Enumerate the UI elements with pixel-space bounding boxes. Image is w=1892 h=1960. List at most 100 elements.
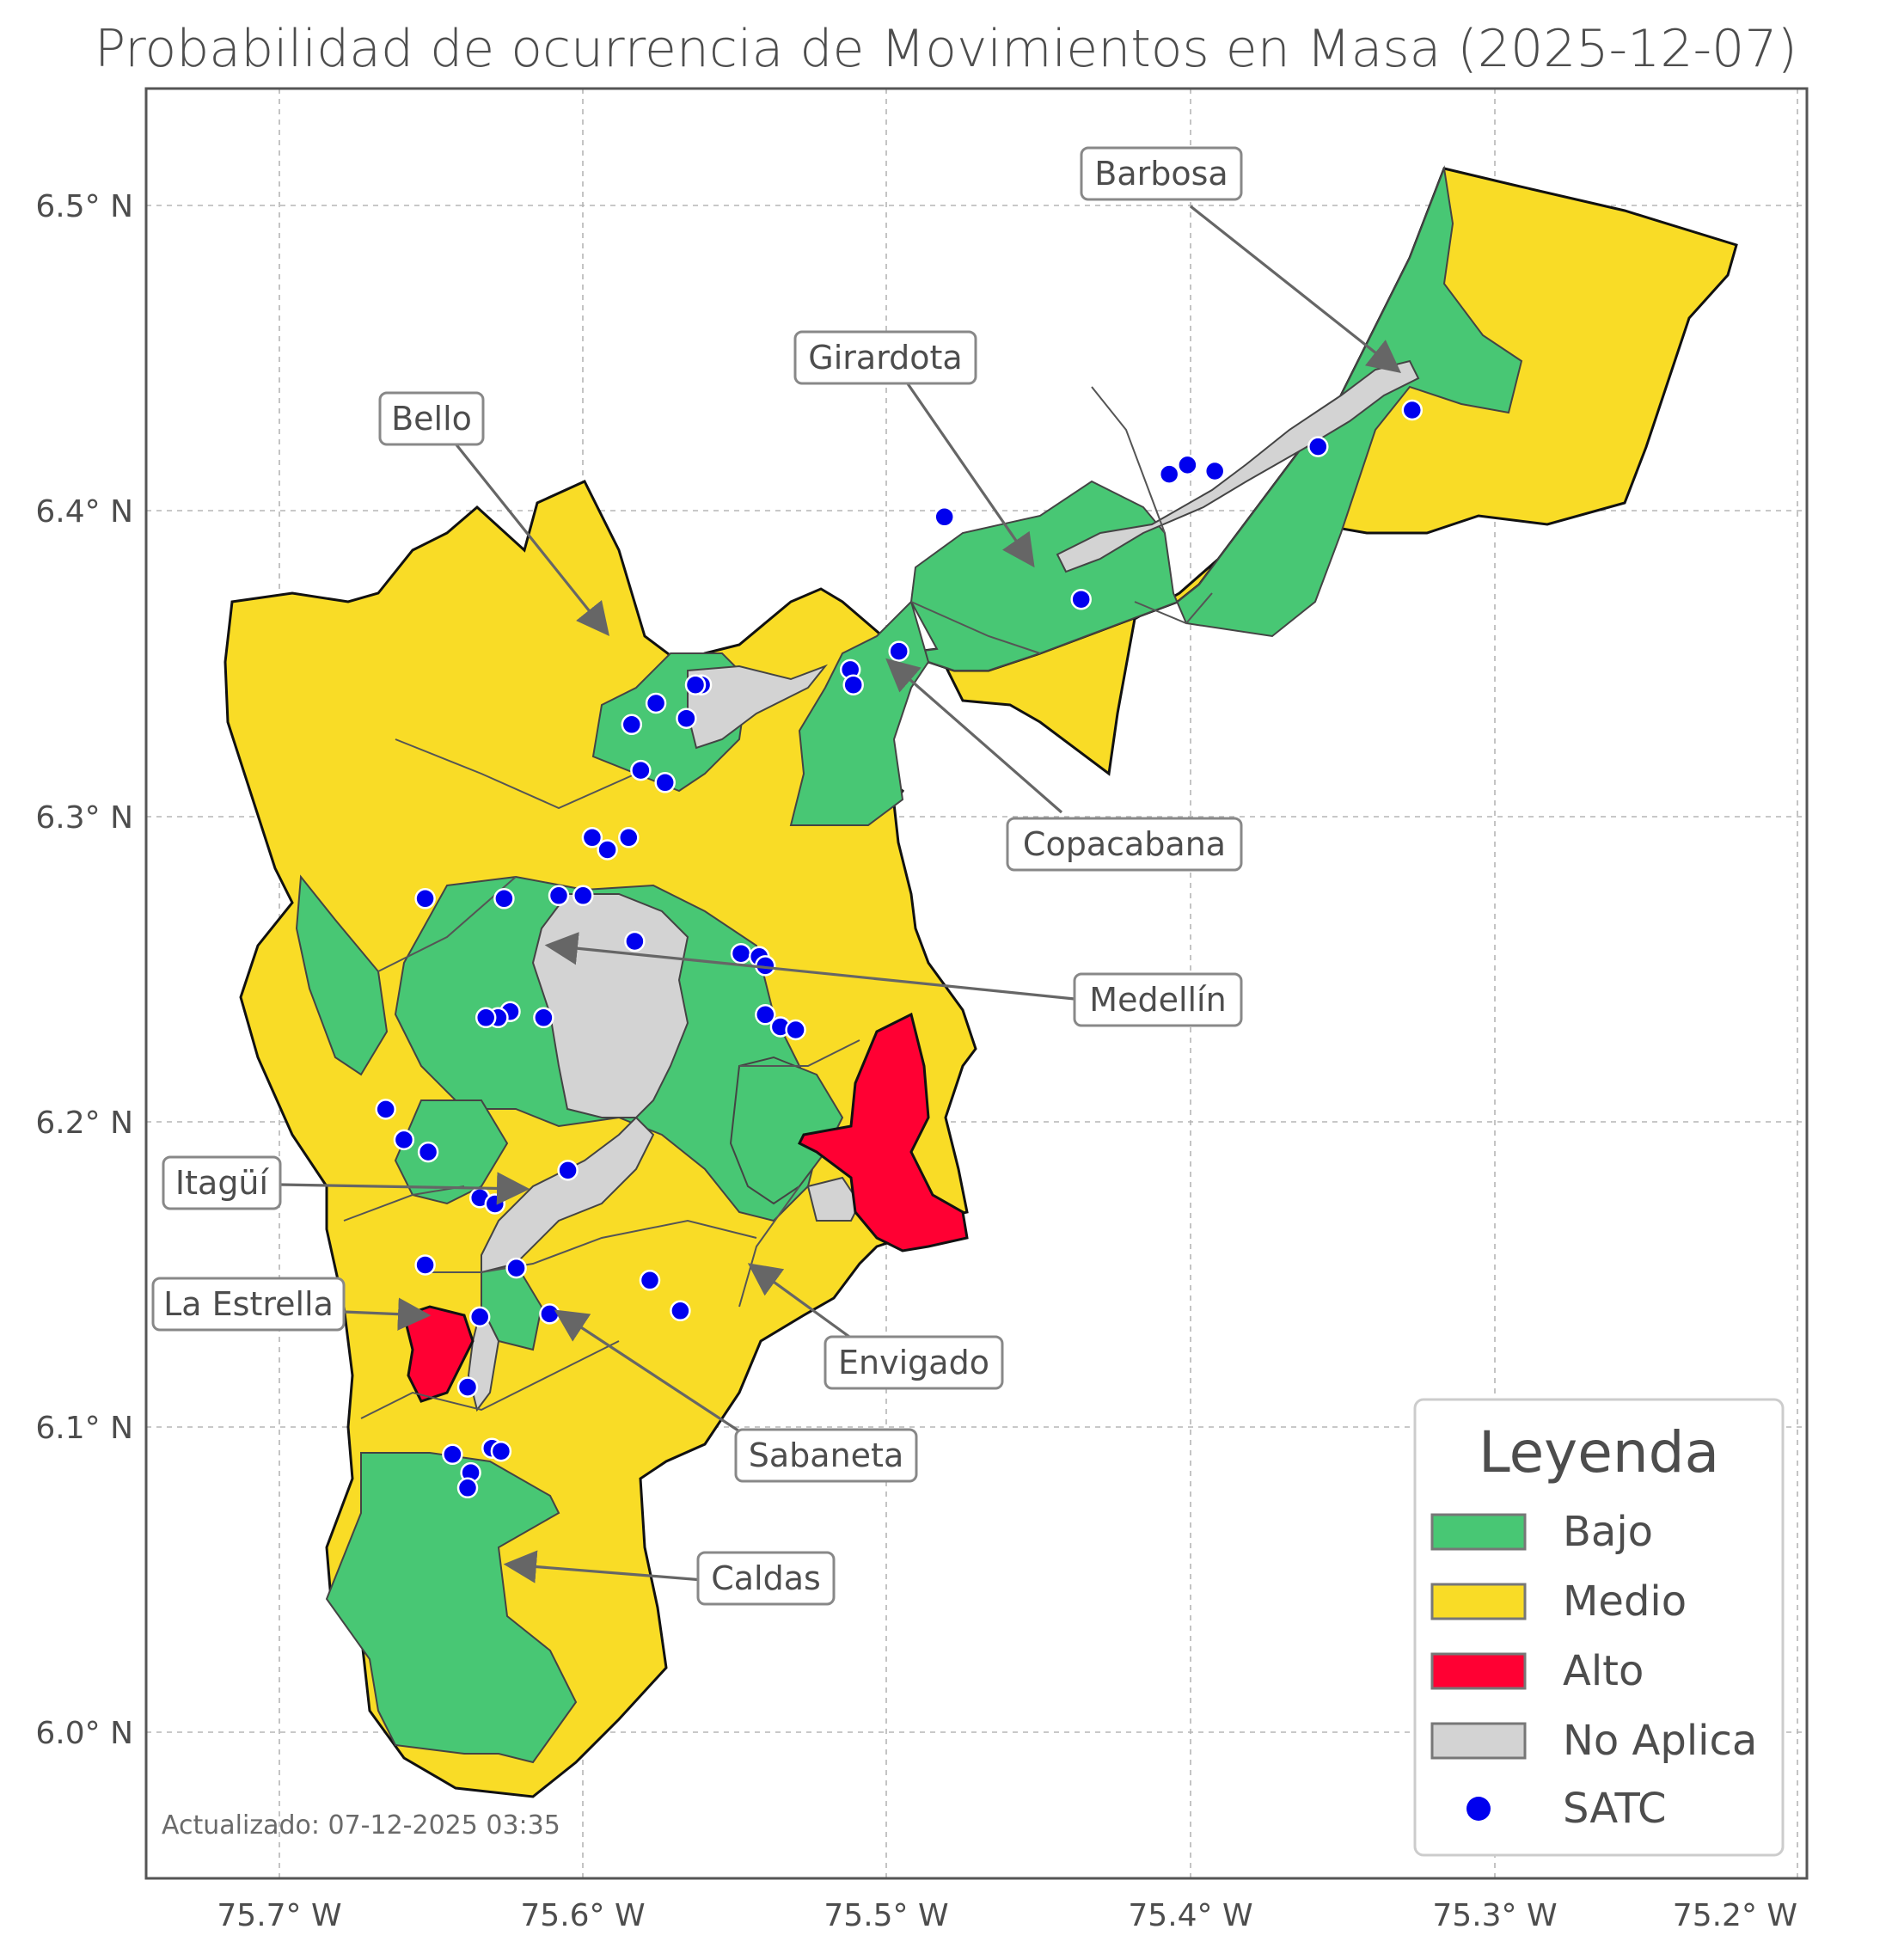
axes-frame [144,87,1809,1880]
label-copacabana[interactable]: Copacabana [1006,817,1243,872]
region-no-aplica-bello[interactable] [687,664,829,750]
y-axis-ticks: 6.5° N 6.4° N 6.3° N 6.2° N 6.1° N 6.0° … [35,189,133,1751]
label-barbosa-text: Barbosa [1094,155,1228,193]
satc-station-marker[interactable] [630,759,652,781]
label-girardota[interactable]: Girardota [793,330,977,385]
satc-station-marker[interactable] [785,1019,806,1041]
satc-station-marker[interactable] [456,1376,479,1398]
arrow-la-estrella [343,1297,432,1331]
legend-label-satc: SATC [1563,1785,1667,1833]
region-bajo-caldas[interactable] [325,1452,578,1764]
region-medio[interactable] [223,167,1738,1798]
label-itagui-text: Itagüí [175,1164,270,1202]
arrow-girardota [905,382,1035,568]
arrow-bello [450,438,609,636]
satc-station-marker[interactable] [484,1193,506,1215]
satc-station-marker[interactable] [581,827,603,848]
satc-station-marker[interactable] [597,839,618,861]
satc-station-marker[interactable] [456,1477,479,1499]
satc-station-marker[interactable] [393,1129,415,1151]
satc-station-marker[interactable] [375,1099,396,1120]
legend-item-satc: SATC [1466,1785,1667,1833]
arrow-envigado [747,1263,856,1343]
arrow-sabaneta [554,1309,757,1444]
satc-station-marker[interactable] [618,827,640,848]
x-tick-label: 75.5° W [824,1898,948,1933]
satc-station-marker[interactable] [548,885,570,907]
arrow-barbosa [1190,205,1402,373]
satc-station-marker[interactable] [493,888,515,910]
label-la-estrella[interactable]: La Estrella [151,1277,346,1332]
label-girardota-text: Girardota [808,339,962,377]
satc-station-marker[interactable] [468,1306,491,1328]
satc-station-marker[interactable] [934,506,955,528]
satc-station-marker[interactable] [414,888,436,910]
label-bello-text: Bello [391,400,472,438]
satc-station-marker[interactable] [490,1440,512,1462]
satc-station-marker[interactable] [1177,454,1198,476]
satc-station-marker[interactable] [654,772,676,793]
label-sabaneta-text: Sabaneta [749,1436,903,1474]
region-bajo-west[interactable] [295,874,389,1076]
satc-station-marker[interactable] [417,1141,439,1163]
satc-station-marker[interactable] [1401,399,1424,421]
y-tick-label: 6.5° N [35,189,133,224]
satc-station-marker[interactable] [1307,436,1329,457]
satc-station-marker[interactable] [539,1303,560,1325]
arrow-itagui [279,1172,530,1205]
legend-label-alto: Alto [1563,1647,1644,1695]
label-envigado[interactable]: Envigado [824,1335,1004,1390]
satc-station-marker[interactable] [533,1007,554,1029]
label-caldas[interactable]: Caldas [696,1551,836,1606]
satc-station-marker[interactable] [1070,588,1092,610]
satc-station-marker[interactable] [670,1300,691,1322]
x-tick-label: 75.3° W [1432,1898,1557,1933]
x-tick-label: 75.4° W [1128,1898,1252,1933]
satc-station-marker[interactable] [572,885,594,907]
satc-station-marker[interactable] [888,640,909,662]
satc-station-marker[interactable] [505,1257,527,1279]
legend-title: Leyenda [1479,1419,1719,1485]
satc-station-marker[interactable] [414,1254,436,1276]
label-medellin[interactable]: Medellín [1073,972,1243,1027]
y-tick-label: 6.0° N [35,1716,133,1751]
satc-station-marker[interactable] [557,1160,579,1181]
satc-station-marker[interactable] [676,707,697,729]
x-tick-label: 75.2° W [1673,1898,1797,1933]
label-bello[interactable]: Bello [378,391,485,446]
satc-station-marker[interactable] [639,1270,661,1291]
map-layer [223,165,1738,1798]
label-sabaneta[interactable]: Sabaneta [734,1428,918,1483]
updated-timestamp: Actualizado: 07-12-2025 03:35 [162,1810,560,1841]
x-tick-label: 75.7° W [217,1898,341,1933]
satc-station-marker[interactable] [621,714,643,736]
arrow-copacabana [885,658,1063,814]
region-bajo-north[interactable] [902,165,1523,671]
y-tick-label: 6.2° N [35,1106,133,1141]
region-bajo-itagui[interactable] [394,1099,509,1205]
x-axis-ticks: 75.7° W 75.6° W 75.5° W 75.4° W 75.3° W … [217,1898,1797,1933]
satc-station-marker[interactable] [442,1443,463,1466]
label-itagui[interactable]: Itagüí [162,1155,282,1210]
region-no-aplica-north[interactable] [1056,359,1420,573]
satc-station-marker[interactable] [624,930,646,952]
region-alto-envigado[interactable] [797,1012,969,1253]
arrow-caldas [503,1550,704,1583]
satc-station-marker[interactable] [645,692,667,714]
satc-station-marker[interactable] [730,942,752,965]
satc-station-marker[interactable] [1158,463,1180,485]
legend-item-medio: Medio [1430,1577,1687,1626]
satc-station-marker[interactable] [684,674,707,695]
satc-station-marker[interactable] [755,1004,776,1026]
label-barbosa[interactable]: Barbosa [1080,146,1243,201]
town-labels: Barbosa Girardota Bello Copacabana Medel… [151,146,1243,1606]
legend-label-medio: Medio [1563,1577,1687,1626]
annotation-arrows [279,205,1402,1583]
label-envigado-text: Envigado [838,1344,989,1381]
satc-station-marker[interactable] [475,1007,497,1029]
map-title: Probabilidad de ocurrencia de Movimiento… [95,19,1797,79]
satc-station-marker[interactable] [1203,460,1226,482]
satc-station-marker[interactable] [842,674,864,695]
legend-label-bajo: Bajo [1563,1508,1653,1556]
